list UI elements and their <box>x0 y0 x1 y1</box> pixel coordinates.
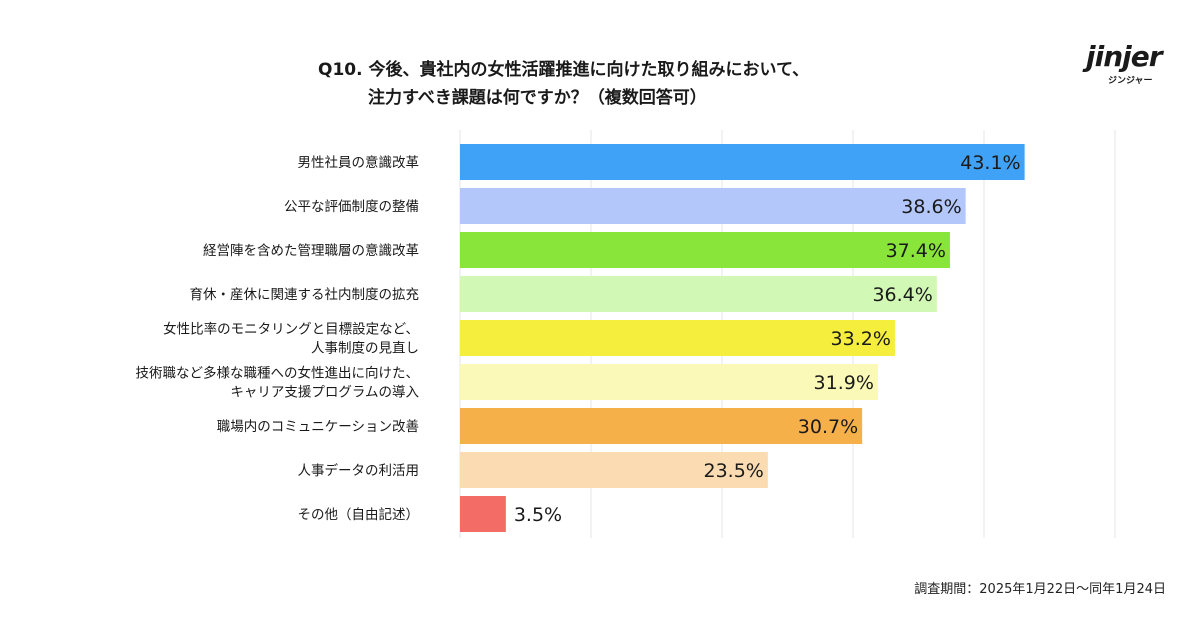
category-label: その他（自由記述） <box>298 506 420 523</box>
category-label: 育休・産休に関連する社内制度の拡充 <box>190 287 420 303</box>
category-label: 人事データの利活用 <box>298 462 420 479</box>
chart-title-line-1: Q10. 今後、貴社内の女性活躍推進に向けた取り組みにおいて、 <box>318 60 810 80</box>
data-label: 31.9% <box>814 372 874 394</box>
brand-logo: jinjer ジンジャー <box>1082 40 1174 86</box>
chart-title-line-2: 注力すべき課題は何ですか？（複数回答可） <box>368 88 707 108</box>
category-label-line: 公平な評価制度の整備 <box>284 199 419 215</box>
bar <box>460 144 1025 180</box>
data-label: 30.7% <box>798 416 858 438</box>
bar <box>460 188 966 224</box>
data-label: 38.6% <box>901 196 961 218</box>
brand-logo-word: jinjer <box>1086 40 1163 73</box>
category-label-line: キャリア支援プログラムの導入 <box>230 385 419 401</box>
bar <box>460 452 768 488</box>
category-label-line: 育休・産休に関連する社内制度の拡充 <box>190 287 420 303</box>
bar <box>460 408 863 444</box>
data-label: 23.5% <box>703 460 763 482</box>
survey-period-note: 調査期間：2025年1月22日〜同年1月24日 <box>914 582 1166 597</box>
bar <box>460 496 506 532</box>
category-label: 技術職など多様な職種への女性進出に向けた、キャリア支援プログラムの導入 <box>136 365 420 401</box>
category-label-line: 人事制度の見直し <box>311 341 419 357</box>
category-label-line: その他（自由記述） <box>298 506 420 523</box>
category-label-line: 技術職など多様な職種への女性進出に向けた、 <box>136 365 420 382</box>
category-label-line: 経営陣を含めた管理職層の意識改革 <box>203 242 419 259</box>
bar <box>460 232 950 268</box>
data-label: 43.1% <box>960 152 1020 174</box>
category-label: 公平な評価制度の整備 <box>284 199 419 215</box>
category-label: 女性比率のモニタリングと目標設定など、人事制度の見直し <box>163 321 419 357</box>
category-label-line: 人事データの利活用 <box>298 462 420 479</box>
bar <box>460 320 895 356</box>
brand-logo-kana: ジンジャー <box>1108 76 1153 86</box>
category-label-line: 男性社員の意識改革 <box>298 154 420 171</box>
category-label: 男性社員の意識改革 <box>298 154 420 171</box>
category-label: 経営陣を含めた管理職層の意識改革 <box>203 242 419 259</box>
data-label: 37.4% <box>886 240 946 262</box>
category-label-line: 職場内のコミュニケーション改善 <box>217 419 419 435</box>
category-label: 職場内のコミュニケーション改善 <box>217 419 419 435</box>
bar <box>460 276 937 312</box>
data-label: 33.2% <box>831 328 891 350</box>
bar <box>460 364 878 400</box>
data-label: 3.5% <box>514 504 562 526</box>
data-label: 36.4% <box>872 284 932 306</box>
category-label-line: 女性比率のモニタリングと目標設定など、 <box>163 321 419 338</box>
